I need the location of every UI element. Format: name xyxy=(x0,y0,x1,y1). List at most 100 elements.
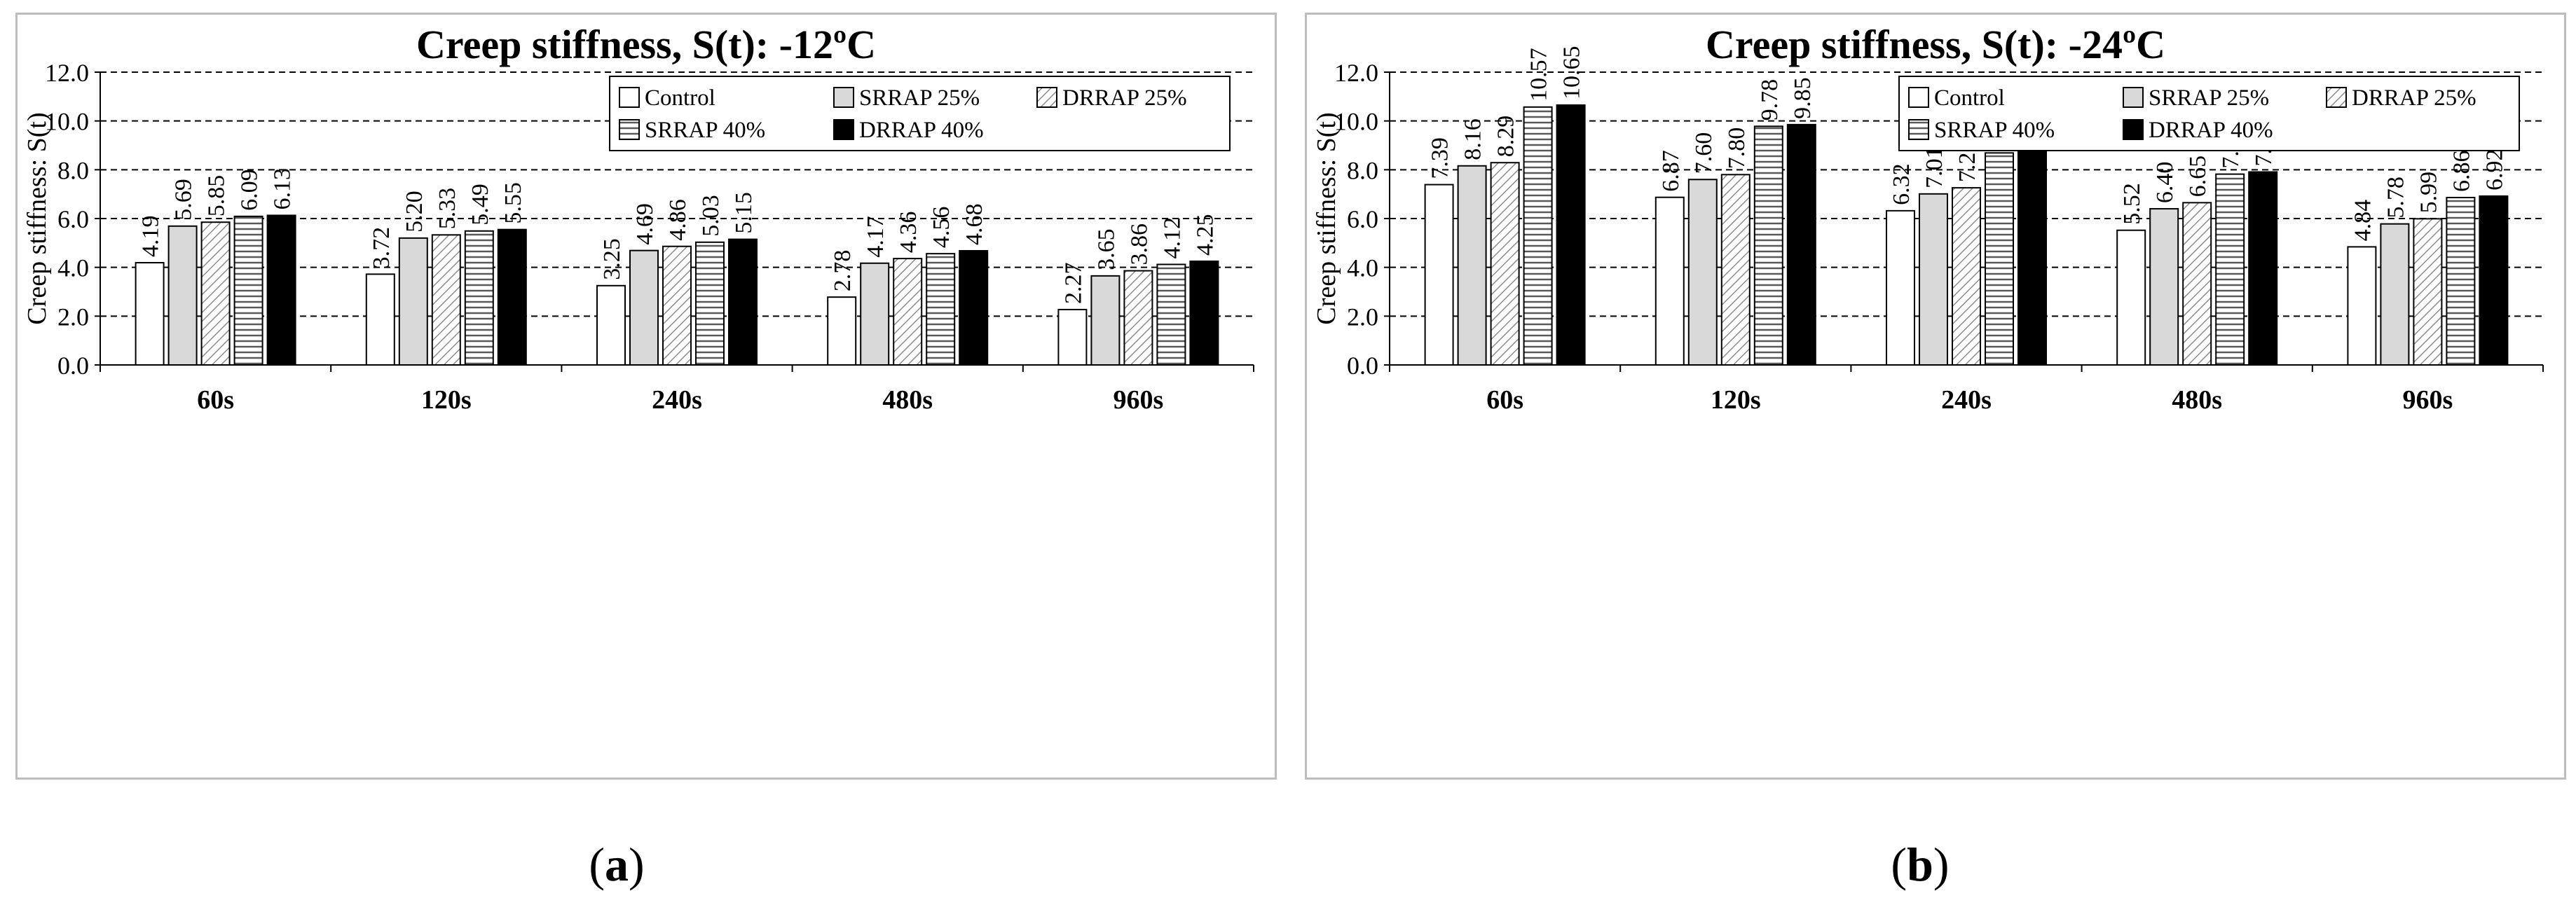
data-label: 4.17 xyxy=(863,216,889,258)
y-tick-label: 2.0 xyxy=(57,303,89,331)
y-tick-label: 10.0 xyxy=(45,108,89,136)
data-label: 3.25 xyxy=(599,238,625,280)
y-axis-label: Creep stiffness: S(t) xyxy=(22,112,52,324)
x-tick-label: 960s xyxy=(2403,385,2453,415)
data-label: 5.03 xyxy=(698,195,724,237)
bar xyxy=(2446,197,2476,366)
bar xyxy=(1654,196,1685,366)
legend-box xyxy=(1898,76,2520,151)
data-label: 5.52 xyxy=(2119,183,2145,225)
chart-panel-a: Creep stiffness, S(t): -12ºC Creep stiffn… xyxy=(15,13,1277,780)
bar xyxy=(431,234,461,366)
chart-panel-b: Creep stiffness, S(t): -24ºC Creep stiffn… xyxy=(1305,13,2566,780)
bar xyxy=(2182,202,2212,366)
data-label: 3.72 xyxy=(369,227,395,269)
bar xyxy=(1123,270,1153,366)
bar xyxy=(266,214,296,366)
legend-entry: DRRAP 25% xyxy=(1062,85,1187,111)
data-label: 8.16 xyxy=(1460,118,1486,160)
y-axis-label: Creep stiffness: S(t) xyxy=(1312,112,1341,324)
bar xyxy=(1523,106,1553,366)
bar xyxy=(1786,123,1816,366)
data-label: 3.65 xyxy=(1093,228,1119,270)
bar xyxy=(1952,187,1981,366)
bar xyxy=(1424,184,1454,366)
data-label: 7.80 xyxy=(1724,127,1750,170)
data-label: 6.65 xyxy=(2185,156,2211,198)
legend-swatch xyxy=(619,87,640,108)
bar xyxy=(596,284,626,366)
x-tick-label: 120s xyxy=(1711,385,1761,415)
y-tick-label: 12.0 xyxy=(45,59,89,87)
bar xyxy=(1556,104,1586,366)
legend-swatch xyxy=(2326,87,2347,108)
data-label: 7.01 xyxy=(1921,146,1947,188)
data-label: 4.56 xyxy=(929,207,954,249)
bar xyxy=(893,258,923,366)
chart-a-svg: Creep stiffness, S(t): -12ºC Creep stiffn… xyxy=(22,22,1254,415)
bar xyxy=(1090,275,1121,366)
data-label: 9.78 xyxy=(1757,79,1783,121)
bar xyxy=(1919,193,1948,366)
legend-entry: SRRAP 25% xyxy=(859,85,980,111)
legend: Control SRRAP 25% DRRAP 25% SRRAP 40% DRRAP … xyxy=(609,76,1231,151)
y-tick-label: 4.0 xyxy=(1347,254,1378,282)
data-label: 4.69 xyxy=(632,203,658,245)
data-label: 2.78 xyxy=(830,250,856,292)
bar xyxy=(926,253,956,366)
bar xyxy=(1985,152,2014,366)
data-label: 6.32 xyxy=(1889,163,1914,205)
data-label: 4.84 xyxy=(2350,200,2376,242)
legend-entry: DRRAP 40% xyxy=(2149,118,2273,143)
bar xyxy=(1687,179,1718,366)
legend-swatch xyxy=(2123,87,2144,108)
x-tick-label: 240s xyxy=(1941,385,1992,415)
data-label: 6.86 xyxy=(2448,151,2474,193)
legend-entry: DRRAP 40% xyxy=(859,118,984,143)
data-label: 4.12 xyxy=(1159,217,1185,259)
y-tick-label: 6.0 xyxy=(57,205,89,233)
legend: Control SRRAP 25% DRRAP 25% SRRAP 40% DRRAP … xyxy=(1898,76,2520,151)
bar xyxy=(2116,229,2146,366)
bar xyxy=(629,249,659,366)
bar xyxy=(1156,263,1186,366)
bar xyxy=(2479,195,2509,366)
data-label: 9.85 xyxy=(1790,77,1816,119)
bar xyxy=(398,237,428,366)
y-tick-label: 2.0 xyxy=(1347,303,1378,331)
legend-swatch xyxy=(833,87,854,108)
bar xyxy=(167,225,198,366)
subfigure-letter-b: b xyxy=(1907,838,1933,891)
legend-swatch xyxy=(1908,87,1929,108)
legend-swatch xyxy=(1908,119,1929,140)
data-label: 6.40 xyxy=(2152,162,2178,204)
data-label: 6.92 xyxy=(2481,148,2507,191)
data-label: 5.78 xyxy=(2383,177,2409,219)
data-label: 6.13 xyxy=(270,168,296,210)
y-tick-label: 6.0 xyxy=(1347,205,1378,233)
legend-swatch xyxy=(833,119,854,140)
bar xyxy=(464,230,494,366)
legend-entry: DRRAP 25% xyxy=(2352,85,2476,111)
data-label: 5.85 xyxy=(204,175,230,217)
legend-entry: SRRAP 40% xyxy=(1934,118,2055,143)
data-label: 7.39 xyxy=(1427,137,1453,179)
subfigure-letter-a: a xyxy=(605,838,629,891)
legend-swatch xyxy=(1036,87,1057,108)
data-label: 10.57 xyxy=(1526,48,1552,102)
x-tick-label: 240s xyxy=(652,385,702,415)
bar xyxy=(2215,173,2245,366)
data-label: 5.49 xyxy=(467,184,493,226)
data-label: 5.33 xyxy=(434,188,460,230)
data-label: 2.27 xyxy=(1060,262,1086,304)
x-tick-label: 60s xyxy=(197,385,234,415)
x-tick-label: 480s xyxy=(2172,385,2222,415)
bar xyxy=(497,228,527,366)
data-label: 10.65 xyxy=(1559,46,1585,99)
bar xyxy=(1490,162,1520,366)
x-tick-label: 120s xyxy=(421,385,472,415)
bar xyxy=(662,245,692,366)
bar xyxy=(2017,151,2047,366)
data-label: 6.09 xyxy=(237,169,263,211)
bar xyxy=(959,249,989,366)
